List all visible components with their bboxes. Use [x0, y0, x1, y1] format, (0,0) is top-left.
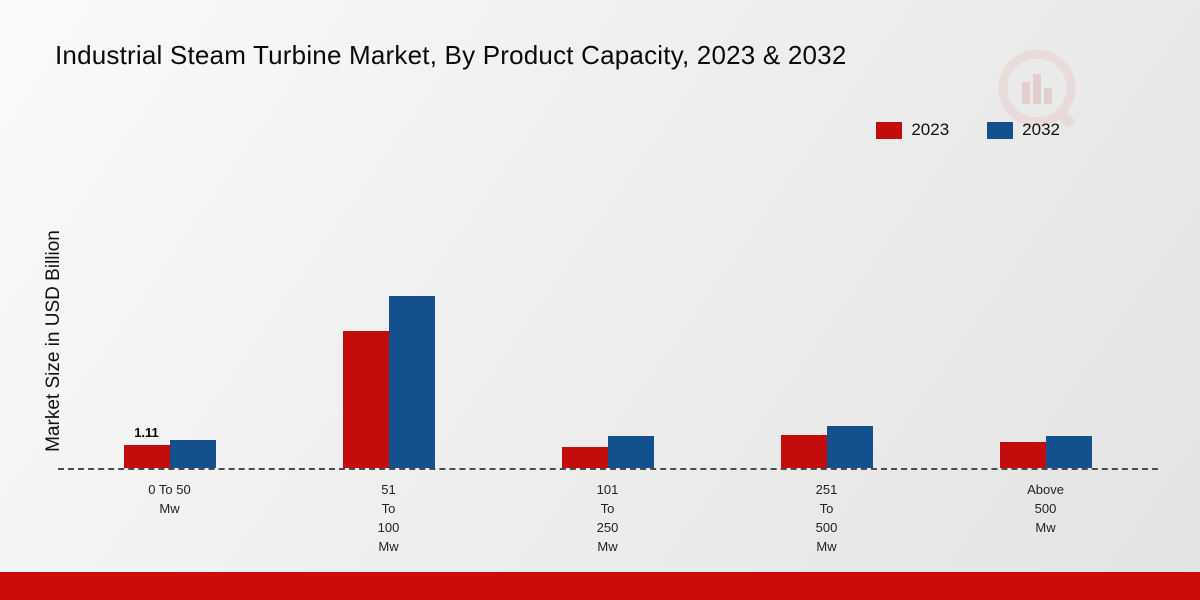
x-axis-baseline: [58, 468, 1158, 470]
legend-swatch-icon: [876, 121, 903, 139]
x-axis-category-label: 51 To 100 Mw: [377, 482, 400, 554]
bar-group: 1.11 0 To 50 Mw: [123, 425, 216, 516]
bar-2023: 1.11: [123, 425, 170, 468]
bar-group: 251 To 500 Mw: [780, 426, 873, 554]
bar-group: Above 500 Mw: [999, 436, 1092, 535]
legend: 2023 2032: [876, 120, 1060, 140]
bar-2023: [561, 447, 608, 468]
bar-2023: [999, 442, 1046, 468]
legend-item-2032: 2032: [987, 120, 1060, 140]
bar-value-label: 1.11: [134, 425, 159, 440]
chart-title: Industrial Steam Turbine Market, By Prod…: [55, 40, 847, 70]
legend-label: 2032: [1022, 120, 1060, 139]
legend-item-2023: 2023: [876, 120, 949, 140]
bar-2032: [388, 296, 435, 468]
x-axis-category-label: 0 To 50 Mw: [148, 482, 191, 516]
x-axis-category-label: Above 500 Mw: [1027, 482, 1064, 535]
bar-2023: [780, 435, 827, 468]
legend-label: 2023: [911, 120, 950, 139]
bar-2032: [169, 440, 216, 468]
bar-2032: [826, 426, 873, 468]
footer-accent-bar: [0, 572, 1200, 600]
plot-area: 1.11 0 To 50 Mw 51 To 100 Mw 101 To 250 Mw 2…: [60, 120, 1155, 554]
x-axis-category-label: 251 To 500 Mw: [815, 482, 838, 554]
bar-2032: [607, 436, 654, 468]
bar-group: 101 To 250 Mw: [561, 436, 654, 554]
bar-group: 51 To 100 Mw: [342, 296, 435, 554]
bar-2032: [1045, 436, 1092, 468]
legend-swatch-icon: [987, 121, 1014, 139]
bar-2023: [342, 331, 389, 468]
x-axis-category-label: 101 To 250 Mw: [596, 482, 619, 554]
logo-watermark-icon: [998, 49, 1076, 128]
